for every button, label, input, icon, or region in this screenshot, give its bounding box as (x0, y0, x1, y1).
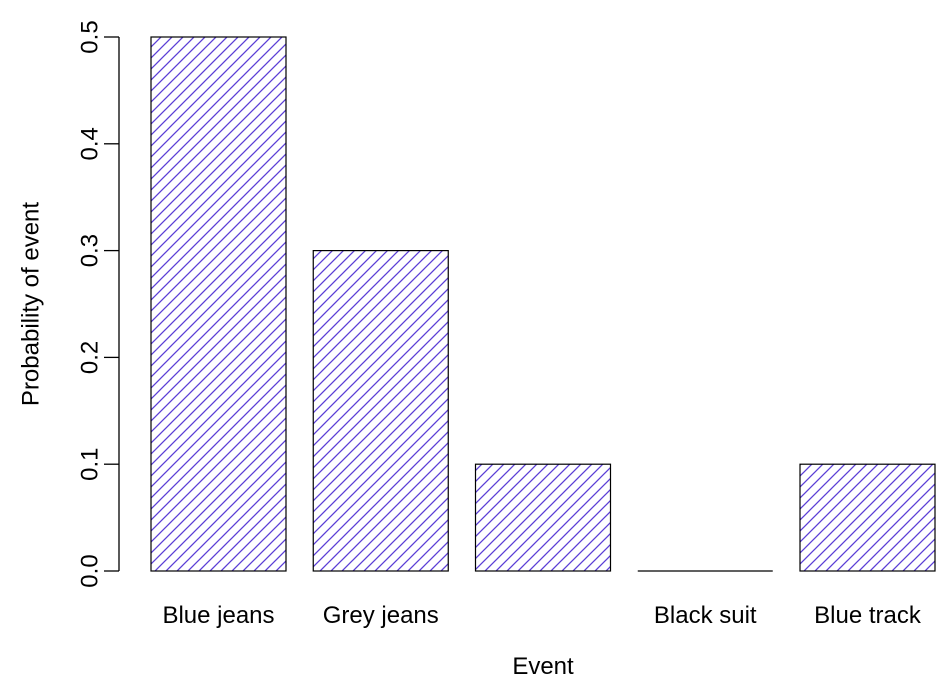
bar-rect (150, 36, 287, 572)
y-axis-title: Probability of event (18, 202, 45, 406)
y-tick-label: 0.4 (77, 127, 104, 160)
x-axis-title: Event (512, 653, 574, 680)
y-tick-label: 0.2 (77, 341, 104, 374)
x-axis-category-labels: Blue jeans Grey jeans Black suit Blue track (162, 602, 921, 629)
y-tick-label: 0.3 (77, 234, 104, 267)
bar (474, 463, 612, 572)
x-category-label: Blue jeans (162, 602, 274, 629)
bar (312, 250, 449, 572)
x-category-label: Black suit (654, 602, 757, 629)
y-tick-label: 0.5 (77, 20, 104, 53)
x-category-label: Grey jeans (323, 602, 439, 629)
y-tick-label: 0.1 (77, 448, 104, 481)
y-axis: 0.0 0.1 0.2 0.3 0.4 0.5 (77, 20, 120, 588)
bar-rect (312, 250, 449, 572)
bar (799, 463, 936, 572)
bar (150, 36, 287, 572)
bar-rect (474, 463, 612, 572)
x-category-label: Blue track (814, 602, 922, 629)
bars-group (150, 36, 936, 572)
bar-rect (799, 463, 936, 572)
y-tick-label: 0.0 (77, 554, 104, 587)
